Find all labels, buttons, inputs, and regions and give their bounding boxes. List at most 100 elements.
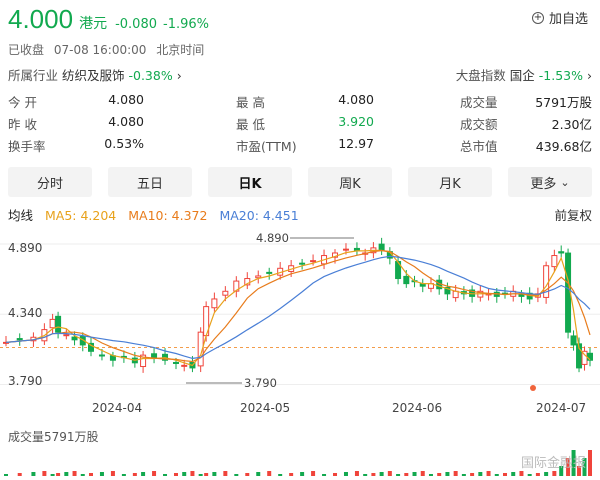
volume-bar — [182, 472, 187, 476]
stat-value: 4.080 — [108, 114, 144, 129]
volume-bar — [420, 471, 425, 476]
volume-bar — [552, 471, 557, 476]
market-index-name: 国企 — [509, 68, 535, 83]
chevron-down-icon: ⌄ — [560, 175, 570, 189]
price-change: -0.080 — [115, 17, 157, 32]
candles — [3, 237, 593, 373]
max-price-marker: 4.890 — [256, 231, 289, 245]
volume-chart — [4, 450, 592, 476]
y-tick-label: 3.790 — [8, 374, 42, 388]
stat-label: 最 低 — [236, 117, 265, 132]
industry-link[interactable]: 所属行业 纺织及服饰 -0.38% › — [8, 68, 182, 83]
volume-bar — [371, 473, 376, 476]
tab-more[interactable]: 更多 ⌄ — [508, 167, 592, 197]
volume-bar — [212, 472, 217, 476]
volume-bar — [527, 474, 532, 476]
y-tick-label: 4.890 — [8, 241, 42, 255]
stat-value: 439.68亿 — [535, 139, 592, 154]
candle-body — [49, 318, 56, 329]
status-timezone: 北京时间 — [156, 43, 205, 57]
volume-bar — [152, 471, 157, 476]
volume-bar — [404, 473, 409, 476]
volume-bar — [486, 471, 491, 476]
candle-body — [172, 361, 179, 364]
tab-weekly-k[interactable]: 周K — [308, 167, 392, 197]
volume-bar — [412, 472, 417, 476]
market-index-link[interactable]: 大盘指数 国企 -1.53% › — [456, 65, 592, 84]
volume-bar — [110, 471, 115, 476]
stats-row: 今 开 4.080 最 高 4.080 成交量 5791万股 — [8, 92, 592, 114]
price-change-pct: -1.96% — [163, 17, 209, 32]
chart-period-tabs: 分时 五日 日K 周K 月K 更多 ⌄ — [8, 167, 592, 197]
volume-bar — [245, 473, 250, 476]
candle-body — [570, 335, 577, 346]
ma10-value: MA10: 4.372 — [128, 208, 208, 223]
volume-bar — [354, 471, 359, 476]
volume-bar — [588, 450, 592, 476]
candle-body — [197, 331, 204, 367]
chevron-right-icon: › — [587, 68, 592, 83]
volume-bar — [173, 473, 178, 476]
volume-bar — [256, 472, 261, 476]
currency: 港元 — [79, 16, 108, 32]
stats-row: 换手率 0.53% 市盈(TTM) 12.97 总市值 439.68亿 — [8, 136, 592, 158]
ma-lines — [5, 249, 591, 367]
industry-label: 所属行业 — [8, 68, 59, 83]
volume-bar — [387, 471, 392, 476]
volume-bar — [88, 473, 93, 476]
candle-body — [140, 354, 147, 368]
volume-bar — [582, 458, 587, 476]
stat-value: 0.53% — [104, 136, 144, 151]
min-price-marker: 3.790 — [244, 376, 277, 390]
add-watchlist-button[interactable]: + 加自选 — [531, 8, 588, 27]
x-tick-label: 2024-05 — [240, 401, 290, 415]
volume-bar — [333, 473, 338, 476]
volume-bar — [121, 474, 126, 476]
volume-bar — [470, 473, 475, 476]
stat-label: 今 开 — [8, 95, 37, 110]
volume-bar — [56, 473, 61, 476]
volume-bar — [363, 474, 368, 476]
stats-row: 昨 收 4.080 最 低 3.920 成交额 2.30亿 — [8, 114, 592, 136]
stat-value: 4.080 — [338, 92, 374, 107]
ma5-value: MA5: 4.204 — [45, 208, 117, 223]
adjust-toggle[interactable]: 前复权 — [554, 208, 592, 223]
candle-body — [342, 248, 349, 251]
volume-bar — [234, 474, 239, 476]
tab-intraday[interactable]: 分时 — [8, 167, 92, 197]
volume-bar — [198, 474, 203, 476]
volume-bar — [478, 472, 483, 476]
volume-bar — [132, 473, 137, 476]
last-price: 4.000 — [8, 4, 74, 34]
volume-bar — [322, 474, 327, 476]
candle-body — [255, 275, 262, 279]
event-dot[interactable] — [530, 385, 536, 391]
volume-bar — [503, 473, 508, 476]
volume-bar — [50, 474, 55, 476]
candle-body — [181, 364, 188, 367]
volume-bar — [300, 472, 305, 476]
add-watchlist-label: 加自选 — [548, 12, 588, 27]
candlestick-chart[interactable]: 4.890 4.340 3.790 4.890 3.790 2024-04 20… — [0, 228, 600, 428]
volume-bar — [428, 474, 433, 476]
ma-label: 均线 — [8, 208, 34, 223]
tab-daily-k[interactable]: 日K — [208, 167, 292, 197]
tab-monthly-k[interactable]: 月K — [408, 167, 492, 197]
watermark: 国际金融报 — [520, 456, 586, 471]
stat-label: 成交额 — [460, 117, 498, 132]
volume-bar — [223, 471, 228, 476]
stat-label: 总市值 — [460, 139, 498, 154]
volume-bar — [494, 474, 499, 476]
volume-bar — [72, 471, 77, 476]
quote-header: 4.000 港元 -0.080 -1.96% — [8, 4, 209, 34]
volume-bar — [511, 472, 516, 476]
volume-bar — [141, 472, 146, 476]
volume-bar — [311, 471, 316, 476]
tab-five-day[interactable]: 五日 — [108, 167, 192, 197]
stat-value: 12.97 — [338, 136, 374, 151]
volume-bar — [278, 474, 283, 476]
volume-bar — [267, 471, 272, 476]
market-status: 已收盘 07-08 16:00:00 北京时间 — [8, 41, 210, 58]
status-time: 07-08 16:00:00 — [53, 43, 147, 57]
volume-label: 成交量5791万股 — [8, 430, 99, 444]
